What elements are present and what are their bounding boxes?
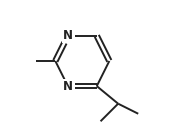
Text: N: N: [63, 29, 73, 42]
Text: N: N: [63, 80, 73, 93]
